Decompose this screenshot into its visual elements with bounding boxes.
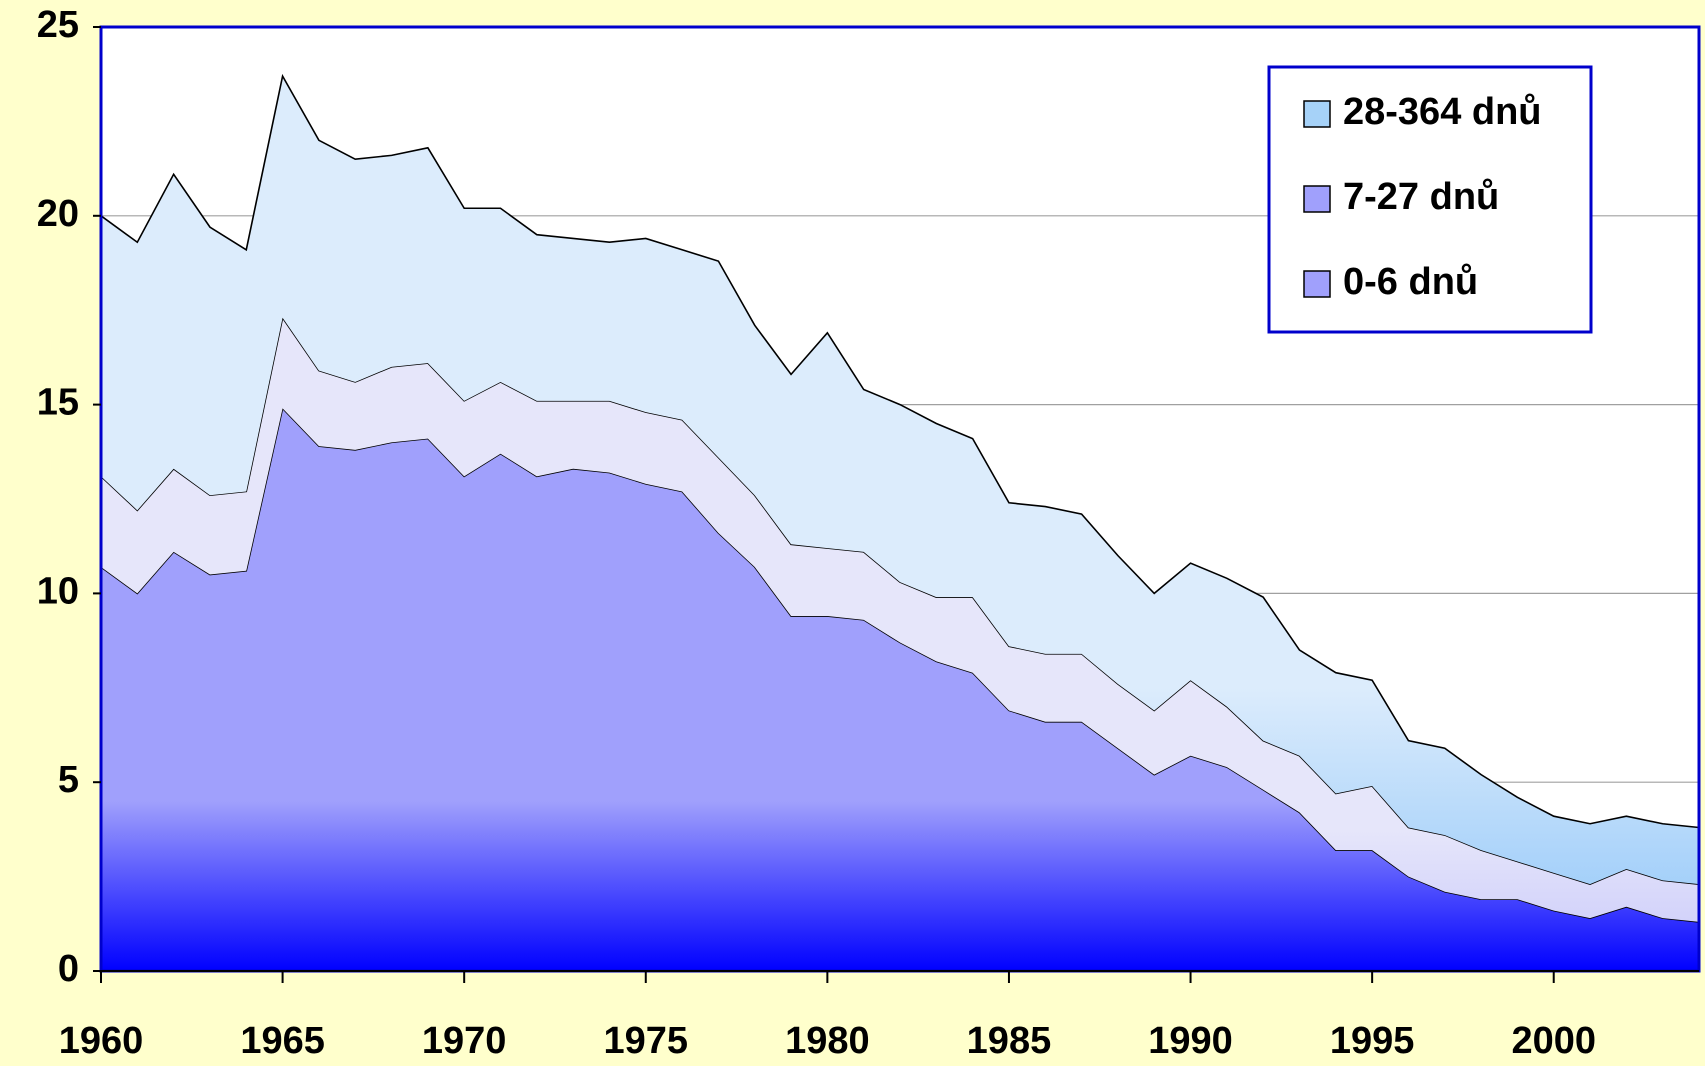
area bbox=[101, 76, 1699, 885]
y-tick-label: 5 bbox=[58, 759, 79, 801]
y-tick-label: 15 bbox=[37, 382, 79, 424]
x-tick-label: 1975 bbox=[603, 1020, 688, 1062]
y-tick-label: 10 bbox=[37, 570, 79, 612]
legend-swatch bbox=[1303, 270, 1331, 298]
area bbox=[101, 408, 1699, 972]
x-tick-label: 1980 bbox=[785, 1020, 870, 1062]
x-tick-label: 1990 bbox=[1148, 1020, 1233, 1062]
legend-label: 28-364 dnů bbox=[1343, 91, 1542, 133]
legend-swatch bbox=[1303, 185, 1331, 213]
legend-label: 7-27 dnů bbox=[1343, 176, 1499, 218]
area bbox=[101, 317, 1699, 922]
x-tick-label: 1965 bbox=[240, 1020, 325, 1062]
x-tick-label: 2000 bbox=[1511, 1020, 1596, 1062]
x-tick-label: 1995 bbox=[1330, 1020, 1415, 1062]
legend-label: 0-6 dnů bbox=[1343, 261, 1478, 303]
x-tick-label: 1970 bbox=[422, 1020, 507, 1062]
y-tick-label: 25 bbox=[37, 4, 79, 46]
x-tick-label: 1985 bbox=[967, 1020, 1052, 1062]
legend-swatch bbox=[1303, 100, 1331, 128]
y-tick-label: 0 bbox=[58, 948, 79, 990]
y-tick-label: 20 bbox=[37, 193, 79, 235]
area-line bbox=[100, 73, 1700, 829]
x-tick-label: 1960 bbox=[59, 1020, 144, 1062]
